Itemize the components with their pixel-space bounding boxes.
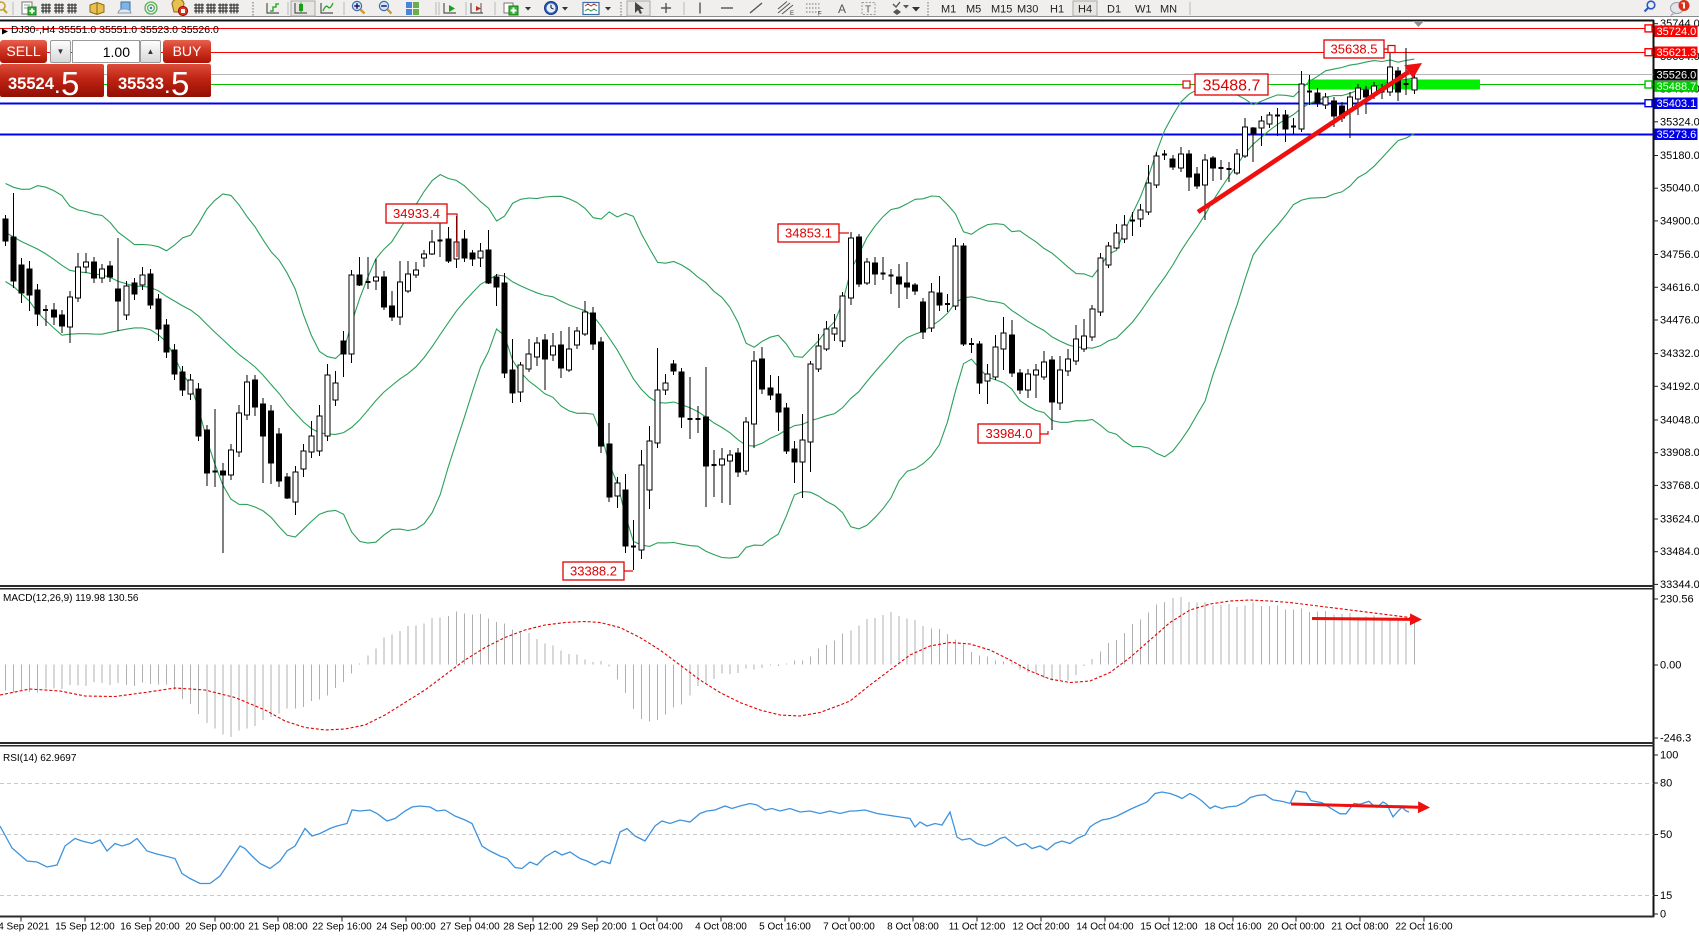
svg-text:0.00: 0.00 [1660,660,1681,672]
svg-text:11 Oct 12:00: 11 Oct 12:00 [949,922,1006,933]
svg-text:15 Oct 12:00: 15 Oct 12:00 [1140,922,1198,933]
svg-text:50: 50 [1660,829,1672,841]
svg-text:21 Sep 08:00: 21 Sep 08:00 [248,922,308,933]
svg-text:35638.5: 35638.5 [1331,42,1378,57]
svg-text:E: E [790,11,794,17]
svg-text:A: A [838,2,846,16]
svg-text:35403.1: 35403.1 [1657,98,1697,110]
svg-text:RSI(14) 62.9697: RSI(14) 62.9697 [3,753,77,764]
svg-text:1 Oct 04:00: 1 Oct 04:00 [631,922,683,933]
svg-text:230.56: 230.56 [1660,594,1694,606]
svg-text:8 Oct 08:00: 8 Oct 08:00 [887,922,939,933]
svg-text:7 Oct 00:00: 7 Oct 00:00 [823,922,875,933]
svg-text:33388.2: 33388.2 [570,564,617,579]
svg-text:H1: H1 [1050,4,1064,16]
svg-text:34332.0: 34332.0 [1660,348,1699,360]
svg-text:35724.0: 35724.0 [1657,26,1697,38]
svg-text:35324.0: 35324.0 [1660,116,1699,128]
svg-text:15 Sep 12:00: 15 Sep 12:00 [55,922,115,933]
svg-text:27 Sep 04:00: 27 Sep 04:00 [440,922,500,933]
svg-text:35488.7: 35488.7 [1203,77,1261,94]
svg-text:M15: M15 [991,4,1012,16]
svg-text:35621.3: 35621.3 [1657,47,1697,59]
svg-text:0: 0 [1660,909,1666,921]
svg-text:80: 80 [1660,778,1672,790]
svg-text:-246.3: -246.3 [1660,733,1691,745]
svg-text:34756.0: 34756.0 [1660,249,1699,261]
svg-text:33624.0: 33624.0 [1660,514,1699,526]
svg-text:35526.0: 35526.0 [1657,70,1697,82]
svg-text:34900.0: 34900.0 [1660,215,1699,227]
svg-text:33484.0: 33484.0 [1660,546,1699,558]
svg-text:12 Oct 20:00: 12 Oct 20:00 [1012,922,1070,933]
svg-text:35488.7: 35488.7 [1657,81,1697,93]
svg-text:16 Sep 20:00: 16 Sep 20:00 [120,922,180,933]
svg-text:MN: MN [1160,4,1177,16]
svg-text:33768.0: 33768.0 [1660,480,1699,492]
svg-text:34933.4: 34933.4 [393,206,440,221]
svg-text:5 Oct 16:00: 5 Oct 16:00 [759,922,811,933]
svg-text:M1: M1 [941,4,956,16]
svg-text:35180.0: 35180.0 [1660,150,1699,162]
svg-text:4 Oct 08:00: 4 Oct 08:00 [695,922,747,933]
svg-text:33908.0: 33908.0 [1660,447,1699,459]
svg-text:100: 100 [1660,750,1678,762]
svg-text:33984.0: 33984.0 [986,426,1033,441]
svg-text:29 Sep 20:00: 29 Sep 20:00 [567,922,627,933]
svg-text:28 Sep 12:00: 28 Sep 12:00 [503,922,563,933]
svg-text:34048.0: 34048.0 [1660,415,1699,427]
svg-text:34853.1: 34853.1 [785,226,832,241]
svg-text:14 Oct 04:00: 14 Oct 04:00 [1076,922,1134,933]
svg-text:35040.0: 35040.0 [1660,183,1699,195]
svg-text:15: 15 [1660,890,1672,902]
svg-text:21 Oct 08:00: 21 Oct 08:00 [1331,922,1389,933]
svg-text:34476.0: 34476.0 [1660,315,1699,327]
svg-text:D1: D1 [1107,4,1121,16]
svg-text:22 Oct 16:00: 22 Oct 16:00 [1395,922,1453,933]
svg-text:35273.6: 35273.6 [1657,129,1697,141]
svg-text:33344.0: 33344.0 [1660,579,1699,591]
svg-text:20 Sep 00:00: 20 Sep 00:00 [185,922,245,933]
svg-text:F: F [818,12,822,18]
svg-text:M30: M30 [1017,4,1038,16]
svg-text:MACD(12,26,9) 119.98 130.56: MACD(12,26,9) 119.98 130.56 [3,593,139,604]
svg-text:DJ30-,H4 35551.0 35551.0 3552: DJ30-,H4 35551.0 35551.0 35523.0 35526.0 [11,24,219,36]
svg-text:34192.0: 34192.0 [1660,381,1699,393]
svg-text:M5: M5 [966,4,981,16]
svg-text:22 Sep 16:00: 22 Sep 16:00 [312,922,372,933]
svg-text:W1: W1 [1135,4,1152,16]
svg-text:T: T [865,5,871,16]
svg-text:18 Oct 16:00: 18 Oct 16:00 [1204,922,1262,933]
svg-text:H4: H4 [1078,4,1092,16]
svg-text:24 Sep 00:00: 24 Sep 00:00 [376,922,436,933]
svg-text:14 Sep 2021: 14 Sep 2021 [0,922,50,933]
svg-text:34616.0: 34616.0 [1660,282,1699,294]
svg-text:20 Oct 00:00: 20 Oct 00:00 [1267,922,1325,933]
